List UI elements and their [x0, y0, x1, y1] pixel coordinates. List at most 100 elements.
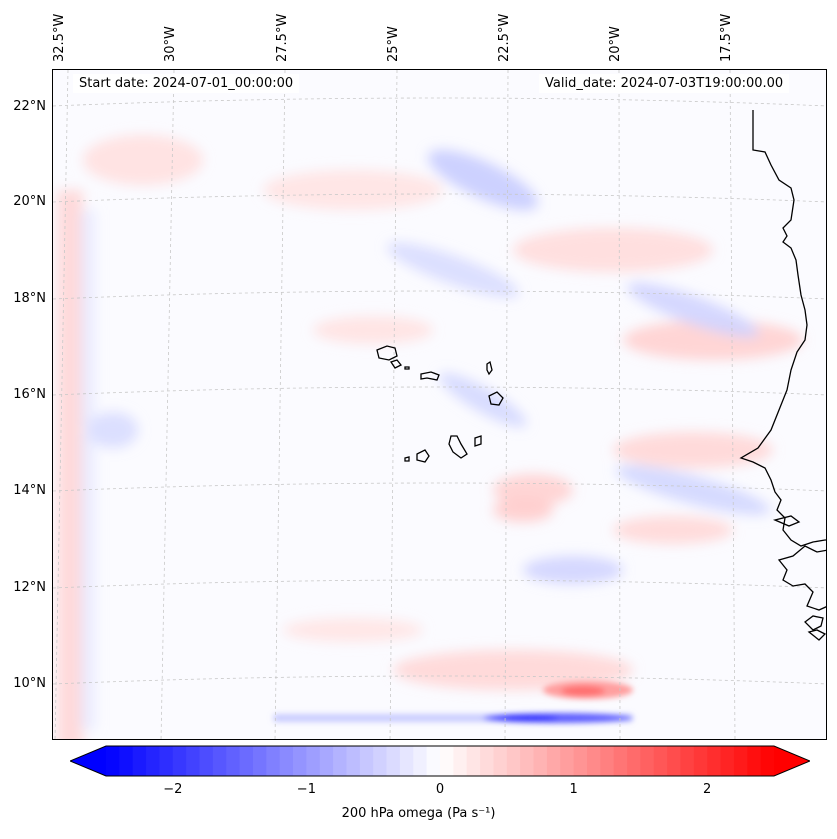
santiago-island	[448, 435, 468, 459]
colorbar-segment	[199, 746, 214, 776]
contour-blob	[283, 618, 423, 642]
lat-label-16n: 16°N	[13, 387, 46, 402]
colorbar-label: 200 hPa omega (Pa s⁻¹)	[341, 806, 496, 821]
lat-label-22n: 22°N	[13, 99, 46, 114]
santa-luzia-island	[404, 366, 410, 370]
colorbar-segment	[506, 746, 521, 776]
african-coastline-south	[777, 545, 826, 611]
colorbar-segment	[426, 746, 441, 776]
colorbar-segment	[386, 746, 401, 776]
gambia-inlet	[772, 515, 801, 527]
colorbar-segment	[653, 746, 668, 776]
colorbar-segment	[480, 746, 495, 776]
colorbar-segment	[546, 746, 561, 776]
colorbar-segment	[399, 746, 414, 776]
contour-blob	[493, 498, 553, 522]
colorbar-segment	[252, 746, 267, 776]
lon-label-17-5w: 17.5°W	[719, 13, 734, 62]
meridian-25w	[389, 70, 398, 739]
colorbar-tick-label: 0	[435, 782, 445, 797]
valid-date-label: Valid_date: 2024-07-03T19:00:00.00	[539, 74, 790, 93]
colorbar-segment	[413, 746, 428, 776]
lon-label-27-5w: 27.5°W	[275, 13, 290, 62]
colorbar-segment	[279, 746, 294, 776]
meridian-20w	[618, 70, 621, 739]
omega-field-map	[53, 70, 826, 739]
sal-island	[486, 360, 493, 376]
colorbar-outline	[70, 745, 810, 777]
colorbar-segment	[493, 746, 508, 776]
colorbar-segment	[627, 746, 641, 776]
lat-label-14n: 14°N	[13, 483, 46, 498]
colorbar-segment	[453, 746, 468, 776]
contour-blob	[623, 320, 803, 360]
colorbar-segment	[760, 746, 775, 776]
meridian-27-5w	[274, 70, 286, 739]
colorbar-segment	[319, 746, 334, 776]
contour-blob	[393, 650, 633, 690]
colorbar-segment	[186, 746, 201, 776]
boa-vista-island	[488, 391, 504, 406]
colorbar-segment	[293, 746, 307, 776]
lon-label-20w: 20°W	[608, 26, 623, 62]
colorbar-segment	[159, 746, 174, 776]
colorbar-segment	[640, 746, 655, 776]
colorbar-segment	[720, 746, 735, 776]
colorbar-tick-label: 1	[569, 782, 578, 797]
colorbar-segment	[306, 746, 321, 776]
colorbar-segment	[266, 746, 281, 776]
contour-blob	[513, 228, 713, 272]
brava-island	[404, 456, 410, 462]
sao-vicente-island	[389, 359, 403, 369]
meridian-22-5w	[504, 70, 509, 739]
colorbar-segment	[226, 746, 241, 776]
gridlines	[53, 70, 826, 739]
sao-nicolau-island	[420, 371, 440, 381]
meridian-17-5w	[729, 70, 736, 739]
colorbar-segment	[172, 746, 187, 776]
colorbar-segment	[613, 746, 628, 776]
contour-blob	[493, 474, 573, 506]
contour-blob	[313, 316, 433, 344]
lat-label-18n: 18°N	[13, 291, 46, 306]
colorbar-segment	[586, 746, 601, 776]
lat-label-10n: 10°N	[13, 676, 46, 691]
colorbar-segment	[560, 746, 575, 776]
parallel-12n	[53, 579, 826, 589]
colorbar-segment	[239, 746, 254, 776]
contour-blob	[428, 149, 538, 211]
parallel-14n	[53, 482, 826, 492]
colorbar-segment	[359, 746, 374, 776]
colorbar	[70, 745, 810, 777]
colorbar-segment	[733, 746, 748, 776]
parallel-22n	[53, 97, 826, 107]
colorbar-segment	[667, 746, 682, 776]
omega-contour-field	[57, 135, 803, 739]
colorbar-segment	[212, 746, 227, 776]
colorbar-tick-label: −2	[163, 782, 183, 797]
map-panel	[52, 69, 827, 740]
contour-blob	[88, 412, 138, 448]
contour-blob	[83, 135, 203, 185]
colorbar-segment	[707, 746, 722, 776]
contour-blob	[387, 242, 519, 298]
lat-label-12n: 12°N	[13, 580, 46, 595]
colorbar-segment	[333, 746, 348, 776]
lat-label-20n: 20°N	[13, 194, 46, 209]
colorbar-segment	[747, 746, 762, 776]
coastlines	[376, 110, 826, 641]
contour-blob	[57, 190, 83, 739]
colorbar-segment	[440, 746, 454, 776]
contour-blob	[615, 465, 771, 515]
start-date-label: Start date: 2024-07-01_00:00:00	[73, 74, 300, 93]
contour-blob	[439, 372, 527, 428]
colorbar-segment	[693, 746, 708, 776]
colorbar-segment	[573, 746, 588, 776]
meridian-32-5w	[54, 70, 69, 739]
colorbar-segment	[106, 746, 120, 776]
contour-blob	[613, 516, 733, 544]
colorbar-tick-label: −1	[296, 782, 316, 797]
african-coastline	[739, 110, 826, 547]
colorbar-segment	[600, 746, 615, 776]
contour-blob	[627, 282, 759, 338]
